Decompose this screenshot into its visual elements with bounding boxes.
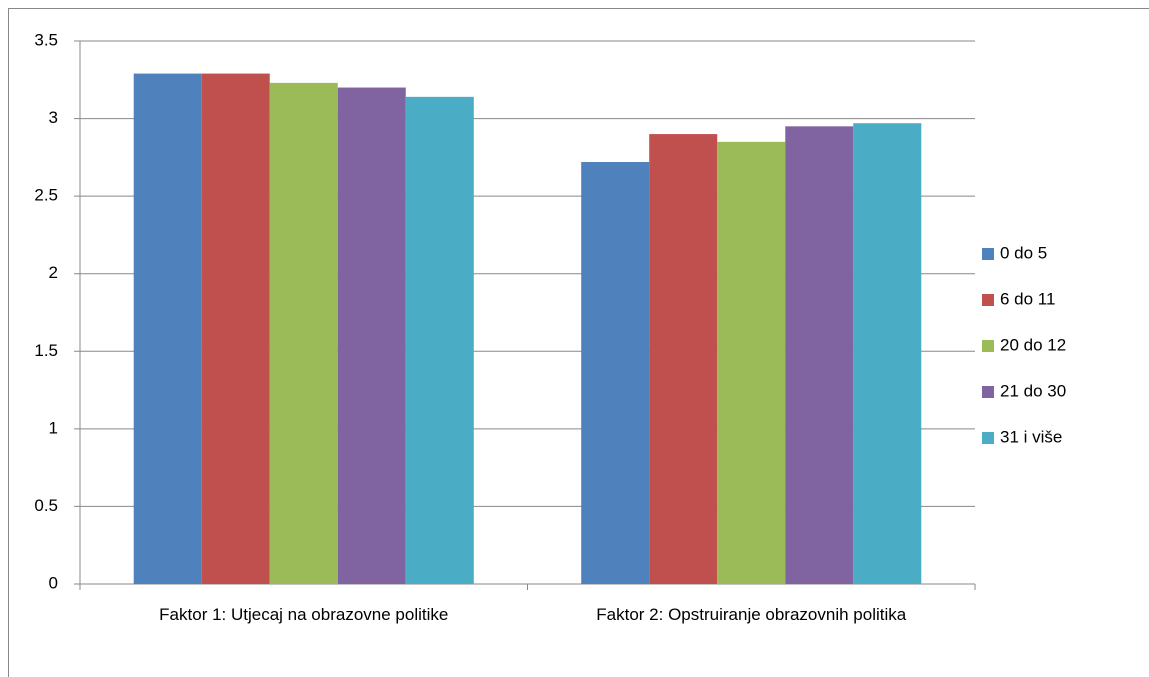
y-tick-label: 1 — [49, 418, 58, 437]
legend-swatch — [982, 294, 994, 306]
y-tick-label: 2 — [49, 263, 58, 282]
x-tick-label: Faktor 2: Opstruiranje obrazovnih politi… — [596, 605, 907, 624]
legend-label: 0 do 5 — [1000, 243, 1047, 262]
bar — [649, 134, 718, 585]
y-tick-label: 3 — [49, 108, 58, 127]
bar — [785, 126, 854, 584]
legend-label: 21 do 30 — [1000, 381, 1066, 400]
y-tick-label: 2.5 — [34, 186, 58, 205]
legend-swatch — [982, 340, 994, 352]
chart-frame — [8, 8, 1149, 677]
legend-swatch — [982, 386, 994, 398]
x-tick-label-box: Faktor 2: Opstruiranje obrazovnih politi… — [596, 605, 907, 624]
legend-label: 6 do 11 — [1000, 289, 1055, 308]
y-tick-label: 0.5 — [34, 496, 58, 515]
bar — [133, 73, 202, 584]
bar — [201, 73, 270, 584]
bar — [337, 87, 406, 585]
x-tick-label: Faktor 1: Utjecaj na obrazovne politike — [159, 605, 449, 624]
y-tick-label: 0 — [49, 573, 58, 592]
y-tick-label: 3.5 — [34, 30, 58, 49]
bar — [717, 141, 786, 585]
bar — [853, 123, 922, 585]
legend-label: 31 i više — [1000, 427, 1062, 446]
legend-swatch — [982, 248, 994, 260]
bar — [581, 162, 650, 585]
legend-swatch — [982, 432, 994, 444]
x-tick-label-box: Faktor 1: Utjecaj na obrazovne politike — [159, 605, 449, 624]
bar — [405, 96, 474, 584]
legend-label: 20 do 12 — [1000, 335, 1066, 354]
y-tick-label: 1.5 — [34, 341, 58, 360]
bar — [269, 82, 338, 584]
